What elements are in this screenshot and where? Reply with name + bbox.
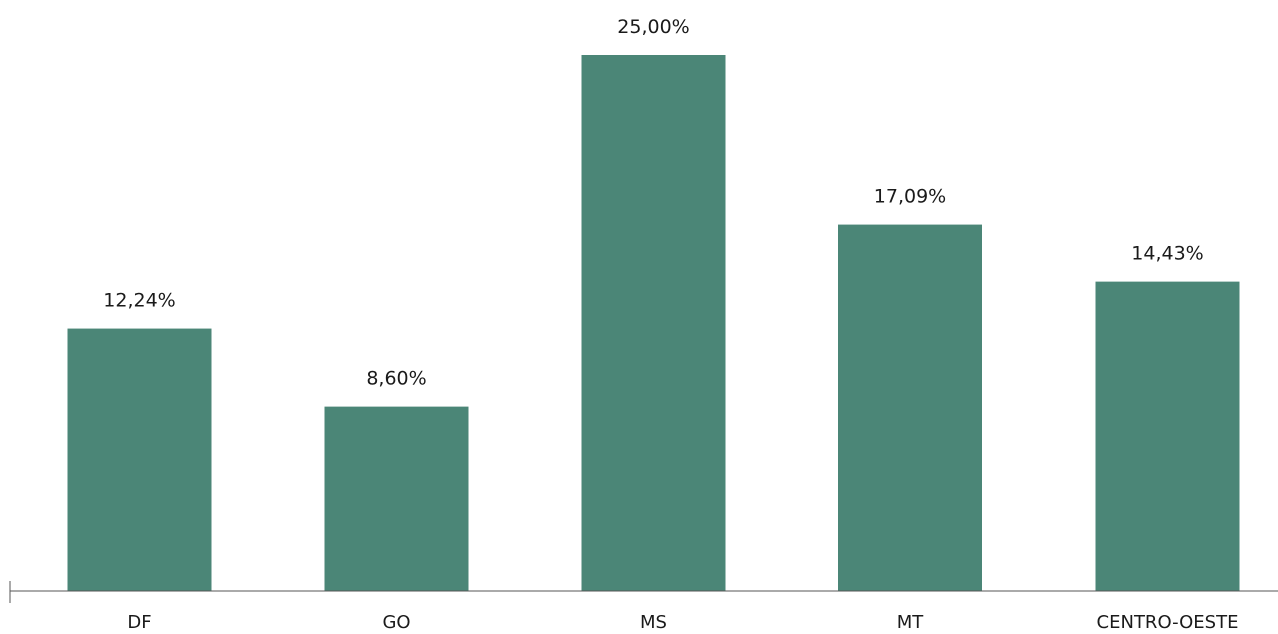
bar-centro-oeste — [1095, 281, 1240, 591]
bar-df — [67, 328, 212, 591]
value-label-df: 12,24% — [103, 290, 175, 312]
bar-ms — [581, 55, 726, 591]
category-label-df: DF — [127, 612, 151, 633]
category-label-centro-oeste: CENTRO-OESTE — [1097, 612, 1239, 633]
x-axis — [9, 581, 1278, 603]
category-label-ms: MS — [640, 612, 667, 633]
value-label-go: 8,60% — [366, 368, 426, 390]
bar-mt — [838, 224, 982, 591]
category-label-mt: MT — [897, 612, 925, 633]
category-label-go: GO — [382, 612, 410, 633]
category-labels-group: DF GO MS MT CENTRO-OESTE — [127, 612, 1238, 633]
bars-group — [67, 55, 1240, 591]
value-label-mt: 17,09% — [874, 186, 946, 208]
value-label-centro-oeste: 14,43% — [1131, 243, 1203, 265]
value-labels-group: 12,24% 8,60% 25,00% 17,09% 14,43% — [103, 16, 1203, 390]
value-label-ms: 25,00% — [617, 16, 689, 38]
bar-go — [324, 406, 469, 591]
